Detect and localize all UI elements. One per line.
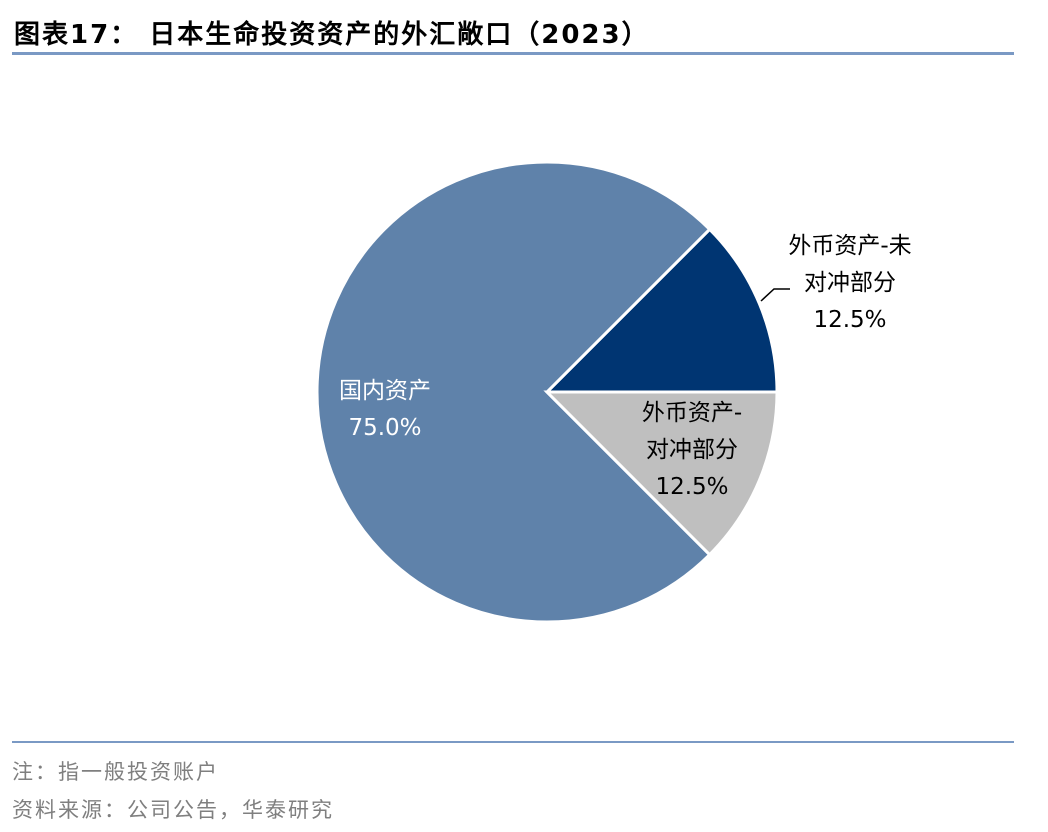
slice-value-label-0: 12.5% xyxy=(813,307,886,333)
chart-note: 注：指一般投资账户 xyxy=(12,760,219,784)
slice-value-label-2: 12.5% xyxy=(655,474,728,500)
leader-line-0 xyxy=(760,288,790,302)
slice-label-0: 外币资产-未 xyxy=(788,233,911,259)
slice-label-2: 对冲部分 xyxy=(646,437,738,463)
slice-label-2: 外币资产- xyxy=(642,400,742,426)
pie-slice-2 xyxy=(543,390,779,557)
pie-slice-1 xyxy=(315,160,712,624)
pie-slice-0 xyxy=(543,227,779,394)
chart-title: 图表17： 日本生命投资资产的外汇敞口（2023） xyxy=(14,20,650,50)
slice-label-0: 对冲部分 xyxy=(804,270,896,296)
title-divider xyxy=(12,52,1014,55)
chart-source: 资料来源：公司公告，华泰研究 xyxy=(12,798,334,822)
footer-divider xyxy=(12,741,1014,743)
slice-label-1: 国内资产 xyxy=(339,378,431,404)
slice-value-label-1: 75.0% xyxy=(348,415,421,441)
